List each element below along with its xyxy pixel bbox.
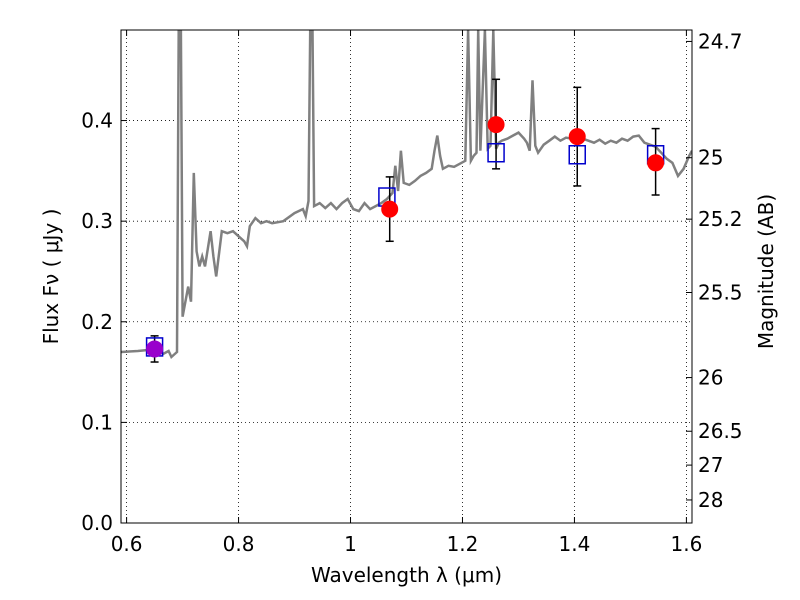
observed-flux-point [568,128,586,146]
y-tick-label: 0.1 [81,410,113,434]
plot-series [121,30,692,363]
x-tick-label: 1 [344,532,357,556]
x-tick-label: 0.8 [223,532,255,556]
mag-tick-label: 26 [698,366,723,390]
x-axis-title: Wavelength λ (μm) [311,563,502,587]
y-tick-label: 0.2 [81,310,113,334]
observed-flux-point [647,154,665,172]
mag-tick-label: 25.2 [698,207,743,231]
x-tick-label: 1.6 [670,532,702,556]
mag-tick-label: 28 [698,488,723,512]
mag-tick-label: 27 [698,453,723,477]
mag-tick-label: 25.5 [698,281,743,305]
observed-flux-point [381,200,399,218]
mag-tick-label: 25 [698,146,723,170]
x-tick-label: 1.4 [559,532,591,556]
model-photometry-square [568,145,586,165]
mag-tick-label: 24.7 [698,29,743,53]
y-axis-title: Flux Fν ( μJy ) [39,209,63,345]
x-tick-label: 1.2 [447,532,479,556]
right-axis-title: Magnitude (AB) [754,194,778,349]
observed-flux-point [146,340,164,358]
mag-tick-label: 26.5 [698,419,743,443]
grid-lines [121,30,692,523]
axis-ticks: 0.6 0.8 1 1.2 1.4 1.6 0.0 0.1 0.2 0.3 0.4 24.7 25 25.… [81,29,742,556]
x-tick-label: 0.6 [111,532,143,556]
observed-flux-point [487,116,505,134]
plot-frame [120,29,693,524]
y-tick-label: 0.4 [81,109,113,133]
y-tick-label: 0.3 [81,209,113,233]
model-photometry-square [487,142,505,163]
model-spectrum-line [121,30,692,360]
y-tick-label: 0.0 [81,511,113,535]
